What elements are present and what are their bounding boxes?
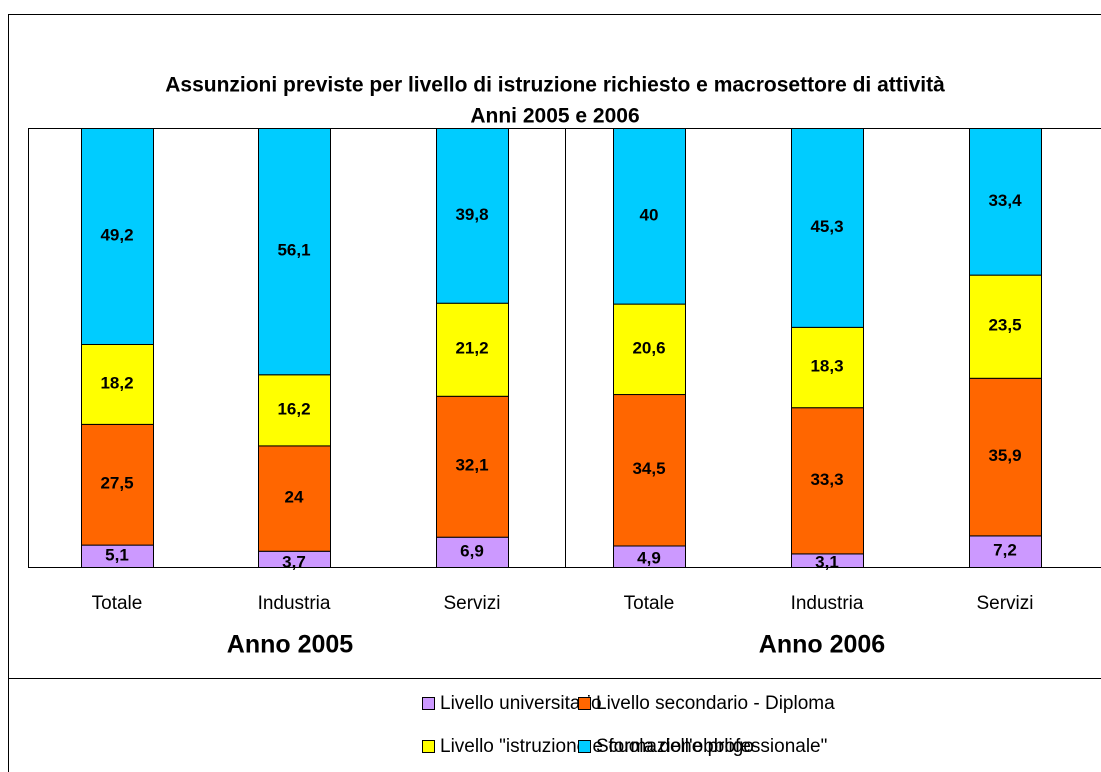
- data-label: 33,3: [810, 470, 843, 489]
- data-label: 33,4: [988, 191, 1022, 210]
- data-label: 35,9: [988, 446, 1021, 465]
- chart-title: Assunzioni previste per livello di istru…: [165, 74, 945, 97]
- bar-segment: [613, 128, 686, 305]
- bar-segment: [969, 535, 1042, 569]
- bar-segment: [969, 128, 1042, 276]
- data-label: 32,1: [455, 456, 488, 475]
- legend-label: Livello universitario: [440, 693, 602, 714]
- legend-label: Livello "istruzione e formazione profess…: [440, 736, 827, 757]
- bar-segment: [81, 343, 154, 425]
- data-label: 18,2: [100, 373, 133, 392]
- group-label: Anno 2006: [759, 631, 885, 659]
- data-label: 45,3: [810, 217, 843, 236]
- data-label: 49,2: [100, 225, 133, 244]
- bar-segment: [969, 377, 1042, 537]
- x-tick-label: Industria: [791, 593, 864, 614]
- data-label: 4,9: [637, 548, 661, 567]
- legend-swatch: [578, 697, 591, 710]
- data-label: 6,9: [460, 541, 484, 560]
- data-label: 7,2: [993, 541, 1017, 560]
- data-label: 56,1: [277, 241, 310, 260]
- bar-segment: [258, 374, 331, 447]
- legend-swatch: [578, 740, 591, 753]
- bar-segment: [436, 128, 509, 304]
- legend-label: Livello secondario - Diploma: [596, 693, 835, 714]
- data-label: 18,3: [810, 357, 843, 376]
- data-label: 3,1: [815, 552, 839, 571]
- data-label: 40: [640, 205, 659, 224]
- legend-label: Scuola dell'obbligo: [596, 736, 754, 757]
- group-label: Anno 2005: [227, 631, 354, 659]
- data-label: 23,5: [988, 316, 1021, 335]
- bar-segment: [81, 128, 154, 345]
- bar-segment: [791, 407, 864, 555]
- bar-segment: [791, 326, 864, 409]
- bar-segment: [81, 423, 154, 546]
- data-label: 34,5: [632, 459, 665, 478]
- x-tick-label: Servizi: [976, 593, 1033, 614]
- data-label: 5,1: [105, 545, 129, 564]
- x-tick-label: Servizi: [443, 593, 500, 614]
- legend-box: [8, 678, 1101, 772]
- x-tick-label: Industria: [258, 593, 331, 614]
- data-label: 39,8: [455, 205, 488, 224]
- bar-segment: [613, 303, 686, 396]
- data-label: 21,2: [455, 339, 488, 358]
- bar-segment: [258, 128, 331, 376]
- data-label: 3,7: [282, 552, 306, 571]
- x-tick-label: Totale: [624, 593, 675, 614]
- bar-segment: [258, 445, 331, 552]
- legend-swatch: [422, 740, 435, 753]
- data-label: 24: [285, 488, 304, 507]
- data-label: 20,6: [632, 338, 665, 357]
- chart-subtitle: Anni 2005 e 2006: [470, 105, 639, 128]
- bar-segment: [436, 302, 509, 397]
- x-tick-label: Totale: [92, 593, 143, 614]
- plot-area: [28, 128, 1101, 568]
- data-label: 27,5: [100, 474, 133, 493]
- legend-swatch: [422, 697, 435, 710]
- data-label: 16,2: [277, 399, 310, 418]
- bar-segment: [613, 394, 686, 547]
- bar-segment: [791, 128, 864, 328]
- bar-segment: [436, 395, 509, 538]
- bar-segment: [969, 274, 1042, 379]
